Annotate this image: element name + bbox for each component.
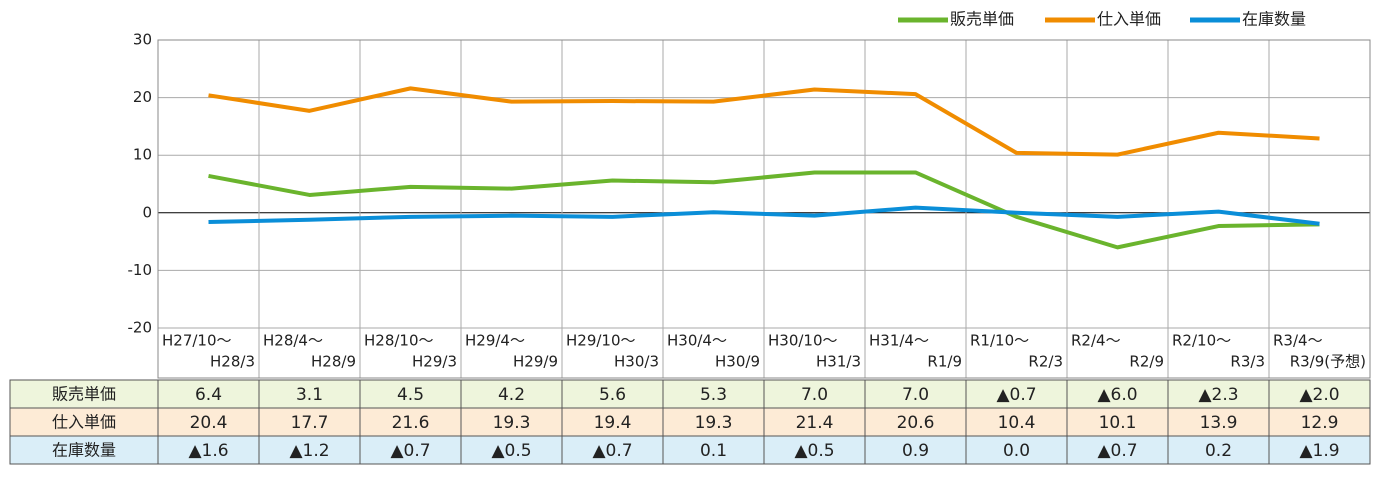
row-header: 仕入単価	[52, 413, 116, 432]
x-tick-label: R3/3	[1230, 353, 1265, 371]
table-row	[9, 435, 1371, 465]
table-cell: ▲0.5	[794, 441, 834, 461]
table-cell: 4.5	[397, 385, 424, 405]
legend-label: 仕入単価	[1097, 10, 1161, 29]
table-cell: 12.9	[1301, 413, 1339, 433]
table-cell: 0.0	[1003, 441, 1030, 461]
legend-label: 在庫数量	[1242, 10, 1306, 29]
x-tick-label: H31/4～	[869, 332, 929, 350]
series-line	[208, 205, 1320, 226]
table-cell: 7.0	[801, 385, 828, 405]
table-cell: ▲0.7	[592, 441, 632, 461]
x-tick-label: H30/9	[715, 353, 760, 371]
table-cell: 13.9	[1200, 413, 1238, 433]
table-cell: ▲1.9	[1299, 441, 1339, 461]
y-tick-label: 30	[133, 31, 152, 49]
x-tick-label: H30/10～	[768, 332, 838, 350]
y-tick-label: -20	[128, 319, 153, 337]
table-cell: 21.6	[392, 413, 430, 433]
table-cell: ▲2.0	[1299, 385, 1339, 405]
table-cell: 5.3	[700, 385, 727, 405]
table-cell: 10.1	[1099, 413, 1137, 433]
x-tick-label: R2/3	[1028, 353, 1063, 371]
table-cell: ▲1.2	[289, 441, 329, 461]
table-cell: 5.6	[599, 385, 626, 405]
x-tick-label: R1/10～	[970, 332, 1029, 350]
x-tick-label: R2/9	[1129, 353, 1164, 371]
row-header: 販売単価	[52, 385, 116, 404]
x-tick-label: H30/4～	[667, 332, 727, 350]
table-cell: 19.4	[594, 413, 632, 433]
table-cell: 0.2	[1205, 441, 1232, 461]
legend-label: 販売単価	[950, 10, 1014, 29]
y-tick-label: -10	[128, 261, 153, 279]
table-cell: ▲2.3	[1198, 385, 1238, 405]
table-cell: ▲0.7	[996, 385, 1036, 405]
x-tick-label: H28/3	[210, 353, 255, 371]
x-tick-label: R2/4～	[1071, 332, 1121, 350]
table-cell: ▲6.0	[1097, 385, 1137, 405]
y-tick-label: 0	[142, 203, 152, 221]
table-cell: 10.4	[998, 413, 1036, 433]
table-cell: 0.1	[700, 441, 727, 461]
table-cell: 19.3	[493, 413, 531, 433]
x-tick-label: H29/4～	[465, 332, 525, 350]
table-cell: 3.1	[296, 385, 323, 405]
x-tick-label: R3/9(予想)	[1290, 353, 1366, 371]
plot-frame	[157, 39, 1371, 379]
x-tick-label: H27/10～	[162, 332, 232, 350]
y-tick-label: 10	[133, 146, 152, 164]
series-line	[208, 170, 1320, 250]
x-tick-label: H28/9	[311, 353, 356, 371]
x-tick-label: H31/3	[816, 353, 861, 371]
table-cell: ▲0.7	[390, 441, 430, 461]
x-tick-label: R1/9	[927, 353, 962, 371]
table-cell: 4.2	[498, 385, 525, 405]
table-cell: 7.0	[902, 385, 929, 405]
y-tick-label: 20	[133, 88, 152, 106]
table-cell: 19.3	[695, 413, 733, 433]
x-tick-label: H29/10～	[566, 332, 636, 350]
x-tick-label: R2/10～	[1172, 332, 1231, 350]
x-tick-label: H28/4～	[263, 332, 323, 350]
table-cell: 0.9	[902, 441, 929, 461]
x-tick-label: H30/3	[614, 353, 659, 371]
x-tick-label: H28/10～	[364, 332, 434, 350]
x-tick-label: H29/9	[513, 353, 558, 371]
table-cell: 20.6	[897, 413, 935, 433]
table-cell: 21.4	[796, 413, 834, 433]
x-tick-label: R3/4～	[1273, 332, 1323, 350]
table-cell: 6.4	[195, 385, 222, 405]
table-cell: 17.7	[291, 413, 329, 433]
table-cell: ▲1.6	[188, 441, 228, 461]
row-header: 在庫数量	[52, 441, 116, 460]
table-cell: ▲0.7	[1097, 441, 1137, 461]
series-line	[208, 86, 1320, 157]
x-tick-label: H29/3	[412, 353, 457, 371]
table-row	[9, 407, 1371, 437]
table-cell: ▲0.5	[491, 441, 531, 461]
table-cell: 20.4	[190, 413, 228, 433]
